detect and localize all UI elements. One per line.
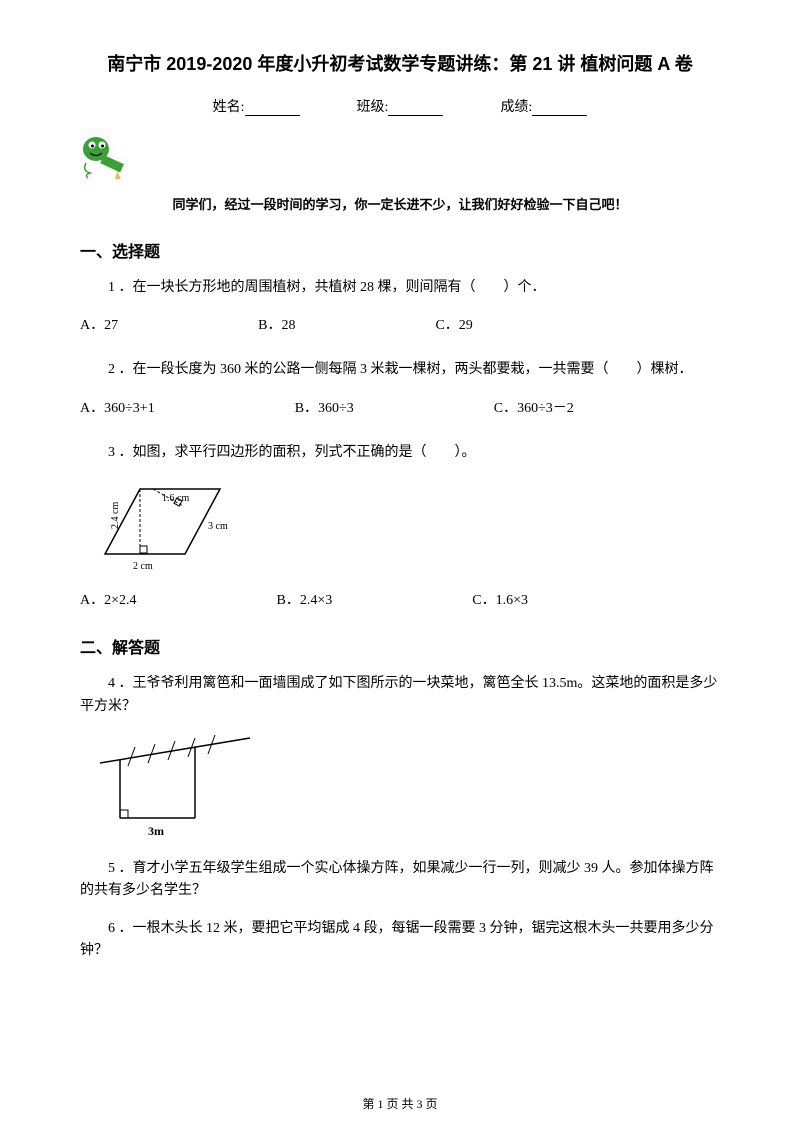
header-row: 姓名: 班级: 成绩: [80,96,720,116]
name-label: 姓名: [213,100,245,115]
q1-options: A．27 B．28 C．29 [80,314,720,334]
q2-options: A．360÷3+1 B．360÷3 C．360÷3－2 [80,397,720,417]
q2-opt-b[interactable]: B．360÷3 [295,397,354,417]
q2-text: 2 ．在一段长度为 360 米的公路一侧每隔 3 米栽一棵树，两头都要栽，一共需… [80,359,720,381]
q1-opt-c[interactable]: C．29 [435,314,472,334]
q3-opt-c[interactable]: C．1.6×3 [472,589,528,609]
q3-text: 3 ．如图，求平行四边形的面积，列式不正确的是（ ）。 [80,442,720,464]
svg-text:3 cm: 3 cm [208,521,228,532]
q3-opt-b[interactable]: B．2.4×3 [277,589,333,609]
exam-title: 南宁市 2019-2020 年度小升初考试数学专题讲练：第 21 讲 植树问题 … [80,50,720,76]
q4-figure: 3m [100,733,720,848]
score-label: 成绩: [500,100,532,115]
q3-options: A．2×2.4 B．2.4×3 C．1.6×3 [80,589,720,609]
q1-text: 1 ．在一块长方形地的周围植树，共植树 28 棵，则间隔有（ ）个． [80,277,720,299]
q5-text: 5 ．育才小学五年级学生组成一个实心体操方阵，如果减少一行一列，则减少 39 人… [80,858,720,903]
class-blank[interactable] [388,101,443,116]
score-blank[interactable] [532,101,587,116]
section2-title: 二、解答题 [80,634,720,658]
class-label: 班级: [357,100,389,115]
q3-opt-a[interactable]: A．2×2.4 [80,589,137,609]
q4-text: 4 ．王爷爷利用篱笆和一面墙围成了如下图所示的一块菜地，篱笆全长 13.5m。这… [80,673,720,718]
q3-figure: 1.6 cm 2.4 cm 3 cm 2 cm [100,479,720,579]
page: 南宁市 2019-2020 年度小升初考试数学专题讲练：第 21 讲 植树问题 … [0,0,800,1132]
svg-text:3m: 3m [148,824,164,838]
section1-title: 一、选择题 [80,238,720,262]
q2-opt-a[interactable]: A．360÷3+1 [80,397,155,417]
svg-text:1.6 cm: 1.6 cm [162,493,189,504]
page-footer: 第 1 页 共 3 页 [80,1095,720,1112]
q1-opt-a[interactable]: A．27 [80,314,118,334]
name-blank[interactable] [245,101,300,116]
q2-opt-c[interactable]: C．360÷3－2 [494,397,574,417]
q1-opt-b[interactable]: B．28 [258,314,295,334]
svg-text:2 cm: 2 cm [133,561,153,572]
svg-text:2.4 cm: 2.4 cm [110,502,121,529]
pencil-icon [80,131,720,184]
encouragement: 同学们，经过一段时间的学习，你一定长进不少，让我们好好检验一下自己吧！ [80,194,720,213]
q6-text: 6 ．一根木头长 12 米，要把它平均锯成 4 段，每锯一段需要 3 分钟，锯完… [80,918,720,963]
